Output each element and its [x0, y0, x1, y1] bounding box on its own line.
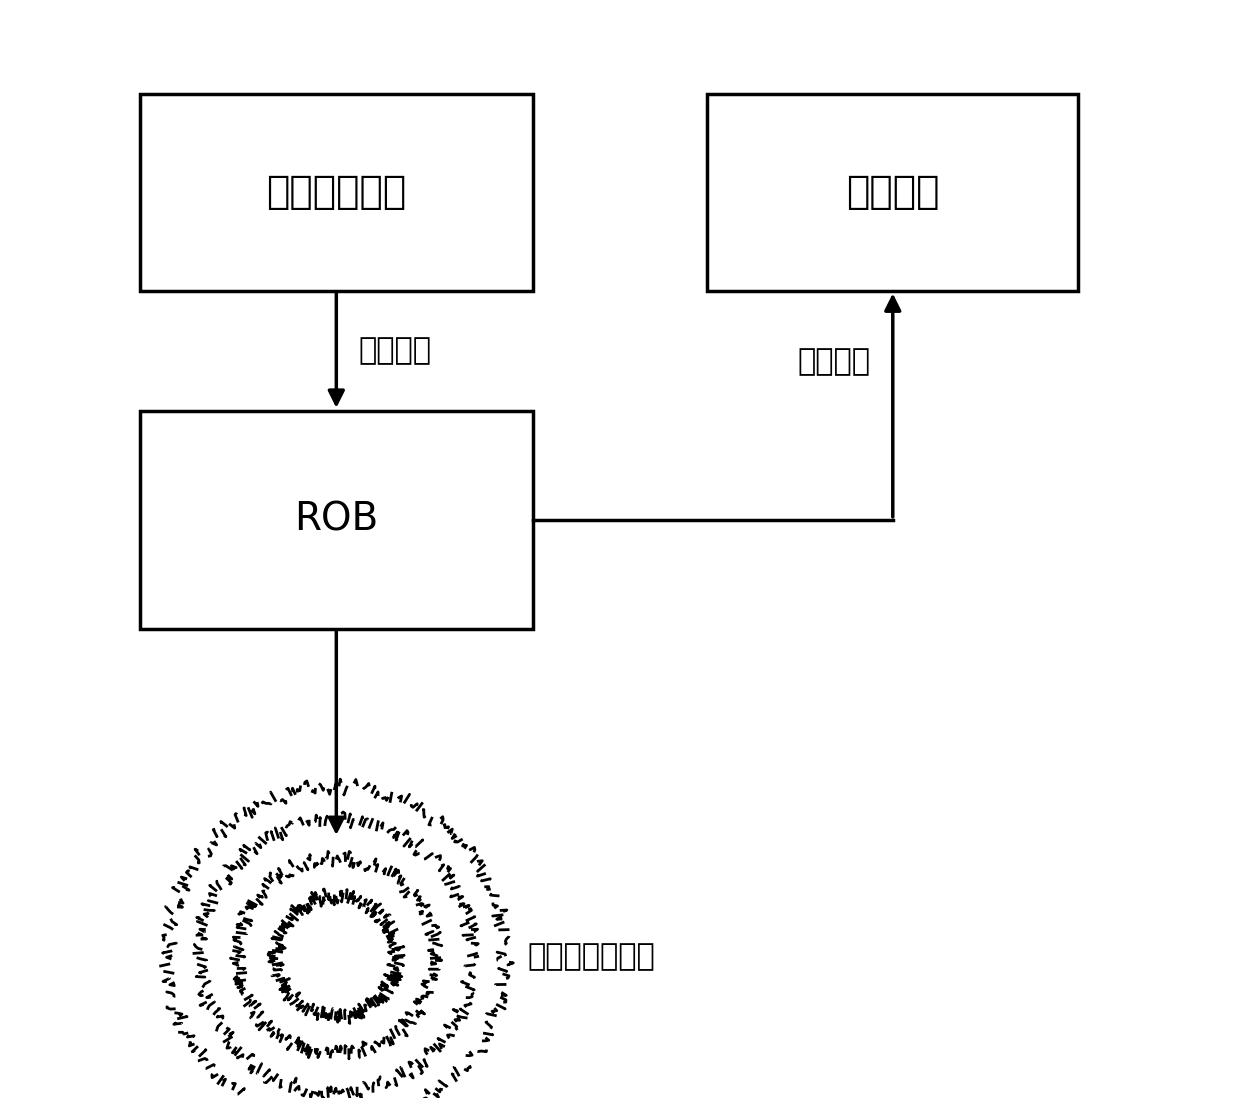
Bar [140, 94, 533, 291]
Bar [140, 411, 533, 629]
Bar [707, 94, 1079, 291]
Text: 广播清空流水线: 广播清空流水线 [527, 941, 655, 970]
Text: ROB: ROB [294, 501, 378, 539]
Text: 取指部件: 取指部件 [846, 173, 940, 211]
Text: 访存执行部件: 访存执行部件 [267, 173, 407, 211]
Text: 重发白陷: 重发白陷 [358, 336, 432, 365]
Text: 重新取指: 重新取指 [799, 347, 870, 376]
